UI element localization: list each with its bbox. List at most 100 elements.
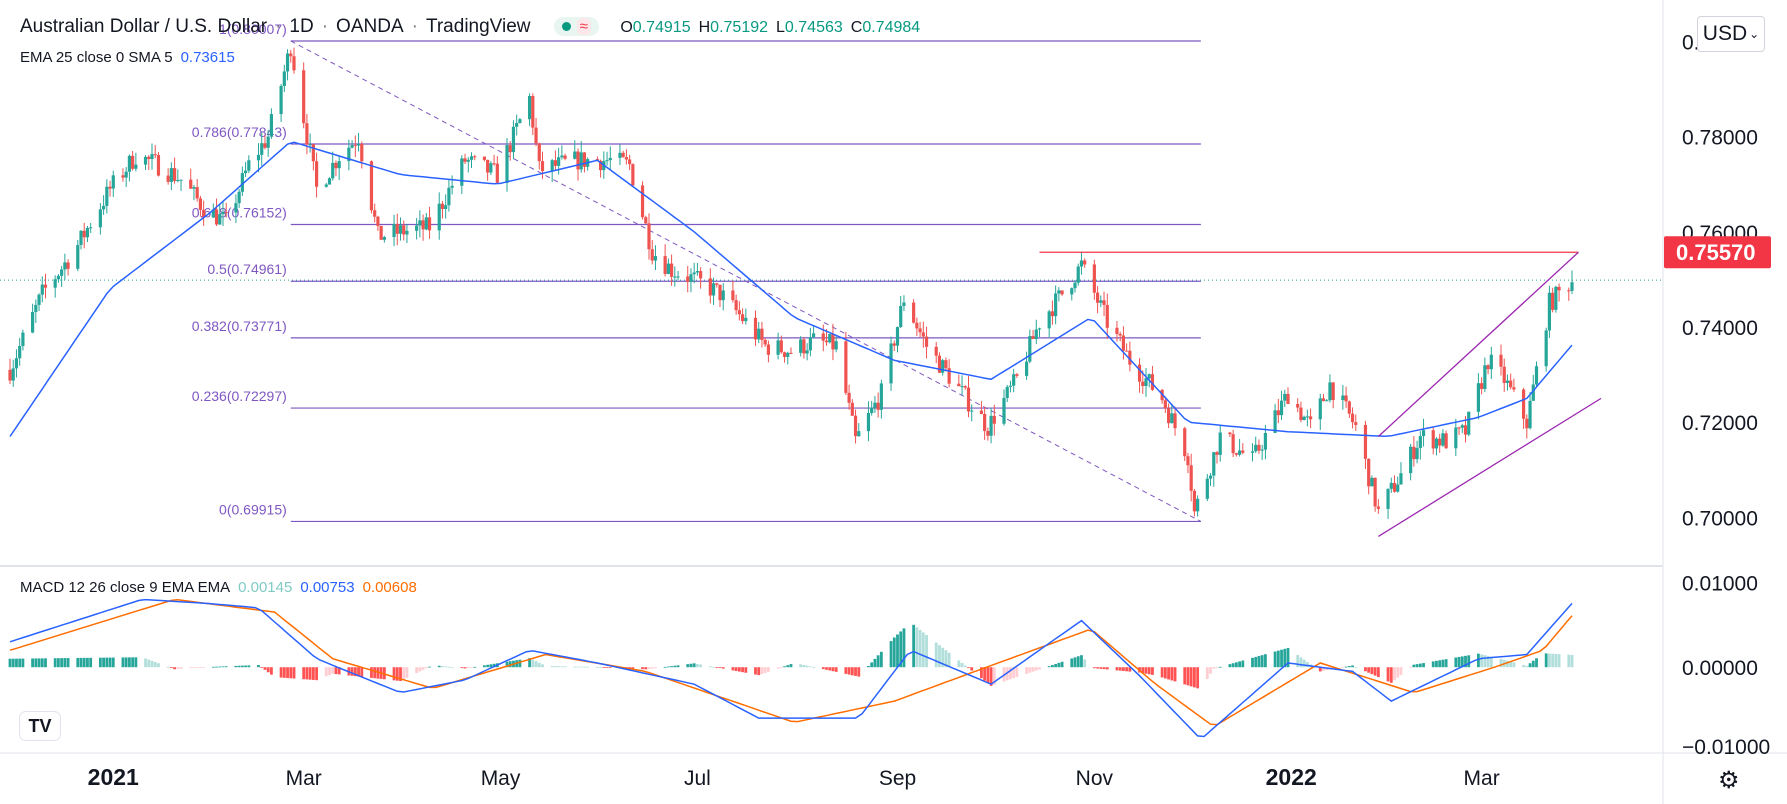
macd-histogram-bar [1347,666,1351,668]
macd-histogram-bar [169,667,173,669]
candle-body [34,304,38,313]
candle-body [189,179,193,189]
macd-tick-label: −0.01000 [1682,736,1770,759]
macd-signal-value: 0.00608 [362,579,417,596]
macd-histogram-bar [641,667,644,670]
candle-body [653,256,658,261]
ema-legend[interactable]: EMA 25 close 0 SMA 5 0.73615 [20,49,235,66]
candle-body [889,343,893,384]
macd-histogram-bar [1070,658,1074,668]
macd-histogram-bar [1238,661,1241,668]
candle-body [469,156,474,160]
macd-histogram-bar [834,667,838,672]
candle-body [450,185,454,188]
candle-body [715,283,719,285]
channel-line [1378,397,1602,537]
macd-histogram-bar [492,663,496,668]
macd-histogram-bar [1122,667,1125,671]
candle-body [1073,282,1077,289]
macd-histogram-bar [260,667,264,669]
open-value: 0.74915 [632,19,691,36]
macd-histogram-bar [1264,654,1267,668]
candle-body [482,156,487,160]
candle-body [8,369,12,381]
candle-body [989,415,993,436]
candle-body [1060,290,1064,295]
macd-histogram-bar [812,667,815,668]
candle-body [941,360,945,373]
candle-body [1512,387,1516,390]
ema-value: 0.73615 [180,49,235,66]
macd-histogram-bar [1489,656,1493,668]
candle-body [147,156,151,160]
currency-select[interactable]: USD ⌄ [1697,16,1765,52]
macd-histogram-bar [741,667,744,673]
macd-histogram-bar [1205,667,1209,679]
macd-histogram-bar [786,665,790,668]
candle-body [1005,386,1009,398]
candle-body [1415,448,1419,460]
macd-histogram-bar [1005,667,1009,681]
candle-body [1409,446,1413,474]
candle-body [1318,398,1322,420]
macd-histogram-bar [1151,667,1154,675]
price-tick-label: 0.78000 [1682,127,1758,150]
macd-histogram-bar [421,667,425,670]
macd-histogram-bar [1054,663,1058,668]
symbol-title[interactable]: Australian Dollar / U.S. Dollar [20,16,268,37]
macd-histogram-bar [579,666,583,668]
macd-histogram-bar [150,660,154,668]
candle-body [1302,416,1306,421]
candle-body [1150,374,1155,390]
macd-legend[interactable]: MACD 12 26 close 9 EMA EMA 0.00145 0.00753… [20,579,417,596]
interval-label[interactable]: 1D [289,16,314,37]
market-status-pill[interactable]: ≈ [553,17,600,37]
candle-body [492,163,496,165]
platform-label: TradingView [425,16,531,37]
chevron-down-icon: ⌄ [1749,27,1760,41]
candle-body [314,161,319,187]
candle-body [924,336,929,347]
candle-body [644,217,648,224]
candle-body [1457,427,1461,429]
macd-histogram-bar [889,641,893,668]
candle-body [334,162,338,169]
candle-body [1047,311,1051,329]
candle-body [782,352,787,357]
macd-line [9,598,1573,738]
macd-histogram-bar [805,665,809,668]
macd-histogram-bar [699,664,703,668]
candle-body [992,415,996,424]
macd-histogram-bar [153,662,157,668]
gear-icon[interactable]: ⚙ [1718,767,1740,794]
candle-body [79,230,83,245]
candle-body [350,145,354,148]
macd-histogram-bar [447,666,451,668]
candle-body [266,136,270,148]
candle-body [866,413,871,432]
candle-body [1234,453,1238,455]
candle-body [427,217,432,231]
candle-body [847,392,851,403]
candle-body [560,155,564,158]
macd-histogram-bar [1218,666,1222,668]
candle-body [811,333,816,338]
candle-body [1144,378,1148,386]
candle-body [527,96,532,120]
macd-histogram-bar [350,667,354,676]
candle-body [1076,266,1080,283]
macd-histogram-bar [1283,648,1287,668]
macd-histogram-bar [337,667,341,675]
macd-histogram-bar [1506,660,1509,668]
macd-histogram-bar [34,658,38,668]
macd-histogram-bar [980,667,983,679]
candle-body [176,180,180,182]
macd-histogram-bar [647,667,651,669]
candle-body [573,151,577,159]
macd-histogram-bar [44,658,47,668]
macd-histogram-bar [912,624,916,668]
candle-body [1279,400,1284,416]
macd-histogram-bar [1025,667,1028,674]
tradingview-logo-icon[interactable]: TV [20,712,60,740]
